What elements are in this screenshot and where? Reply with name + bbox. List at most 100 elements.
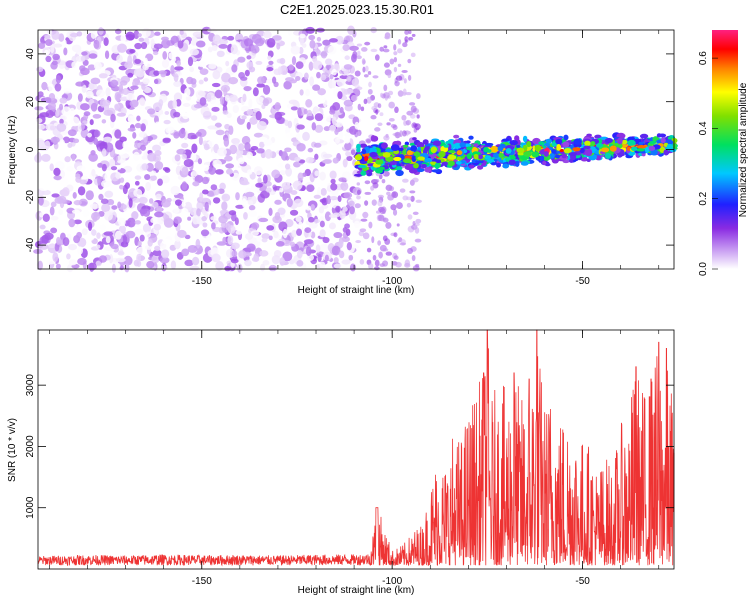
spectrogram-cell xyxy=(348,254,354,261)
spectrogram-cell xyxy=(137,84,142,92)
spectrogram-cell xyxy=(308,34,316,41)
spectrogram-cell xyxy=(580,157,588,162)
spectrogram-cell xyxy=(210,99,221,105)
spectrogram-cell xyxy=(250,45,260,54)
spectrogram-cell xyxy=(120,34,127,43)
spectrogram-cell xyxy=(232,105,239,114)
spectrogram-cell xyxy=(326,195,332,205)
spectrogram-cell xyxy=(216,50,225,58)
spectrogram-cell xyxy=(279,170,287,176)
spectrogram-cell xyxy=(178,128,186,139)
spectrogram-cell xyxy=(223,137,230,147)
spectrogram-cell xyxy=(218,39,229,45)
spectrogram-cell xyxy=(247,210,258,218)
spectrogram-cell xyxy=(153,223,162,231)
spectrogram-cell xyxy=(303,139,310,147)
spectrogram-cell xyxy=(384,95,388,101)
spectrogram-cell xyxy=(289,79,298,84)
spectrogram-cell xyxy=(303,239,314,245)
spectrogram-cell xyxy=(165,126,175,134)
spectrogram-cell xyxy=(539,155,545,161)
spectrogram-cell xyxy=(38,243,49,250)
spectrogram-cell xyxy=(61,106,72,116)
spectrogram-cell xyxy=(256,205,265,212)
spectrogram-cell xyxy=(404,29,410,35)
spectrogram-cell xyxy=(190,152,197,162)
spectrogram-cell xyxy=(109,158,116,167)
spectrogram-cell xyxy=(182,112,190,120)
spectrogram-cell xyxy=(147,108,156,115)
spectrogram-cell xyxy=(235,204,245,209)
spectrogram-cell xyxy=(81,84,87,94)
spectrogram-cell xyxy=(90,77,101,85)
spectrogram-cell xyxy=(368,221,373,229)
spectrogram-cell xyxy=(356,182,361,186)
spectrogram-cell xyxy=(248,205,256,211)
spectrogram-cell xyxy=(176,148,187,155)
spectrogram-cell xyxy=(287,28,293,36)
spectrogram-cell xyxy=(226,168,233,175)
spectrogram-cell xyxy=(393,57,398,63)
spectrogram-cell xyxy=(125,31,135,41)
spectrogram-cell xyxy=(402,42,408,48)
spectrogram-cell xyxy=(305,246,312,257)
spectrogram-cell xyxy=(114,129,122,139)
spectrogram-cell xyxy=(317,253,322,263)
spectrogram-cell xyxy=(111,205,118,210)
spectrogram-cell xyxy=(152,144,162,152)
spectrogram-cell xyxy=(314,170,320,177)
spectrogram-cell xyxy=(110,113,116,123)
spectrogram-cell xyxy=(573,138,582,146)
spectrogram-cell xyxy=(370,48,378,53)
spectrogram-cell xyxy=(378,174,383,180)
spectrogram-cell xyxy=(67,129,77,137)
spectrogram-cell xyxy=(432,140,442,147)
spectrogram-cell xyxy=(34,106,44,111)
spectrogram-cell xyxy=(335,137,340,145)
spectrogram-cell xyxy=(114,28,122,35)
spectrogram-cell xyxy=(235,230,243,235)
spectrogram-cell xyxy=(152,102,163,112)
spectrogram-cell xyxy=(307,147,314,153)
spectrogram-cell xyxy=(468,135,474,140)
spectrogram-cell xyxy=(244,142,251,151)
spectrogram-cell xyxy=(91,229,97,236)
spectrogram-cell xyxy=(153,70,160,76)
spectrogram-cell xyxy=(296,228,303,236)
spectrogram-cell xyxy=(523,150,532,157)
snr-y-label: SNR (10 * v/v) xyxy=(7,418,18,482)
snr-x-label: Height of straight line (km) xyxy=(298,585,415,596)
spectrogram-cell xyxy=(342,44,350,52)
spectrogram-cell xyxy=(371,105,378,111)
spectrogram-cell xyxy=(122,234,128,244)
x-tick-label: -150 xyxy=(192,276,212,287)
spectrogram-cell xyxy=(401,130,407,137)
spectrogram-cell xyxy=(256,83,266,88)
spectrogram-cell xyxy=(328,38,338,43)
spectrogram-cell xyxy=(101,148,107,157)
spectrogram-cell xyxy=(596,143,604,148)
spectrogram-cell xyxy=(54,83,62,92)
spectrogram-cell xyxy=(282,251,293,262)
spectrogram-cell xyxy=(105,236,111,244)
x-tick-label: -100 xyxy=(382,576,402,587)
spectrogram-cell xyxy=(49,163,54,171)
spectrogram-cell xyxy=(299,36,304,46)
spectrogram-cell xyxy=(49,125,55,131)
spectrogram-cell xyxy=(405,119,412,126)
spectrogram-cell xyxy=(370,115,377,120)
spectrogram-cell xyxy=(490,145,499,153)
spectrogram-cell xyxy=(224,94,230,102)
spectrogram-cell xyxy=(39,224,46,230)
spectrogram-cell xyxy=(346,155,353,162)
spectrogram-cell xyxy=(37,139,46,149)
spectrogram-cell xyxy=(133,30,140,40)
spectrogram-cell xyxy=(115,257,126,263)
spectrogram-cell xyxy=(312,84,321,91)
spectrogram-cell xyxy=(122,141,128,149)
x-tick-label: -150 xyxy=(192,576,212,587)
spectrogram-cell xyxy=(211,222,216,230)
spectrogram-cell xyxy=(208,63,217,70)
spectrogram-cell xyxy=(253,132,264,138)
spectrogram-cell xyxy=(522,135,528,143)
